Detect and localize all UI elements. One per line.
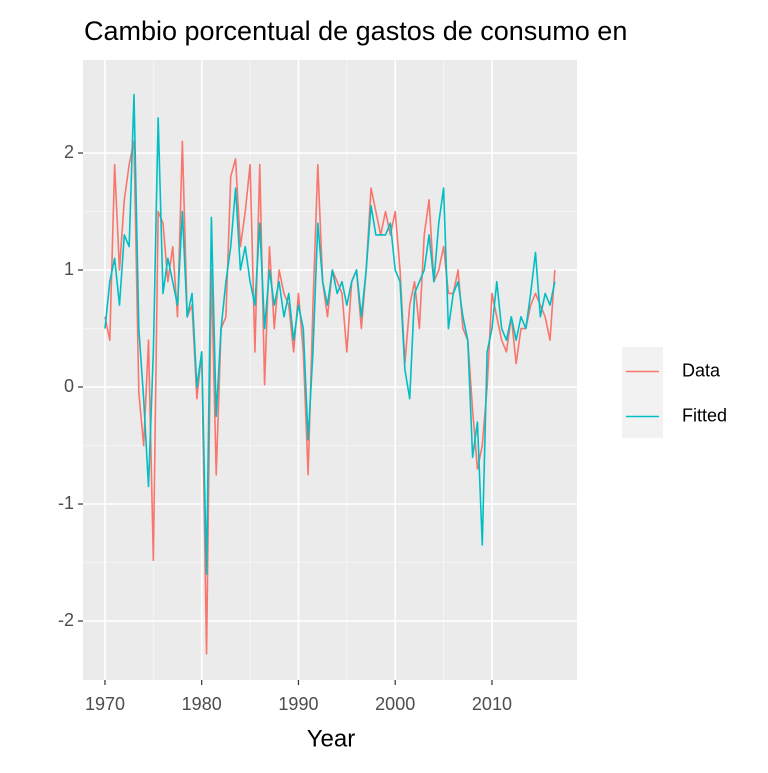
x-tick-label: 2010 [472,694,512,714]
x-tick-label: 1970 [85,694,125,714]
y-tick-label: -2 [58,610,74,630]
y-tick-label: 1 [64,259,74,279]
x-tick-label: 1980 [182,694,222,714]
legend-background [622,347,663,438]
y-tick-label: 0 [64,376,74,396]
x-axis-label: Year [307,725,356,752]
legend-label: Fitted [682,405,727,425]
y-tick-label: -1 [58,493,74,513]
chart-title: Cambio porcentual de gastos de consumo e… [84,16,627,46]
x-tick-label: 2000 [375,694,415,714]
series-line [104,93,556,576]
panel [83,60,577,680]
y-tick-label: 2 [64,142,74,162]
x-tick-label: 1990 [278,694,318,714]
legend-label: Data [682,360,721,380]
